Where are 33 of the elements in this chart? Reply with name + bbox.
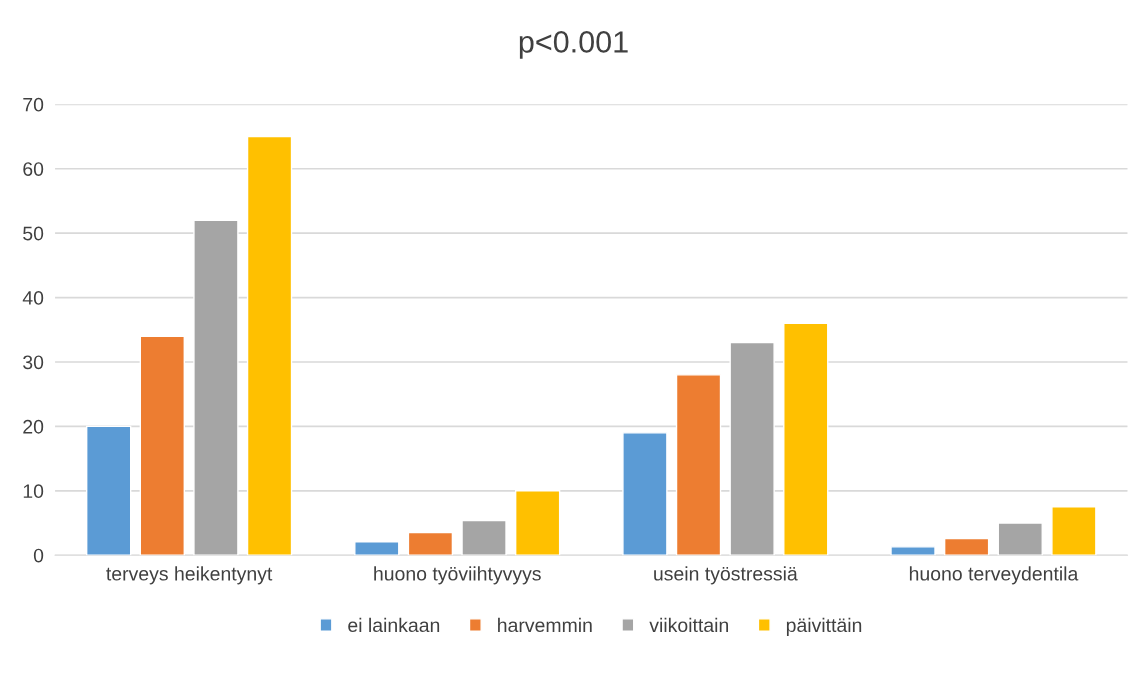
y-tick-label: 60 [23, 162, 44, 176]
bar [675, 374, 722, 556]
y-tick-label: 40 [22, 291, 44, 305]
bar [943, 537, 990, 556]
bar [407, 531, 454, 556]
y-tick-label: 30 [23, 355, 44, 370]
x-tick-label: huono terveydentila [909, 566, 1079, 585]
x-tick-label: usein työstressiä [654, 566, 798, 585]
bar [354, 541, 400, 556]
legend-label: ei lainkaan [348, 617, 440, 633]
x-tick-label: terveys heikentynyt [106, 566, 273, 585]
bar [783, 322, 829, 556]
y-tick-label: 0 [33, 548, 44, 563]
legend-label: harvemmin [498, 617, 592, 633]
bar [1051, 506, 1097, 556]
bar [890, 546, 936, 556]
bar [85, 425, 132, 556]
y-tick-label: 70 [23, 97, 44, 112]
legend-label: päivittäin [786, 617, 862, 636]
bar [622, 432, 668, 556]
bar [193, 219, 239, 556]
bar [139, 335, 185, 556]
bar [514, 490, 561, 556]
bar [997, 522, 1043, 556]
x-tick-label: huono työviihtyvyys [374, 566, 541, 585]
legend-label: viikoittain [649, 617, 728, 633]
bar [461, 519, 507, 556]
y-tick-label: 10 [23, 484, 44, 499]
bar [729, 341, 775, 556]
y-tick-label: 50 [23, 226, 44, 241]
y-tick-label: 20 [23, 419, 44, 434]
chart-title: p<0.001 [519, 31, 628, 59]
bar [246, 135, 293, 556]
